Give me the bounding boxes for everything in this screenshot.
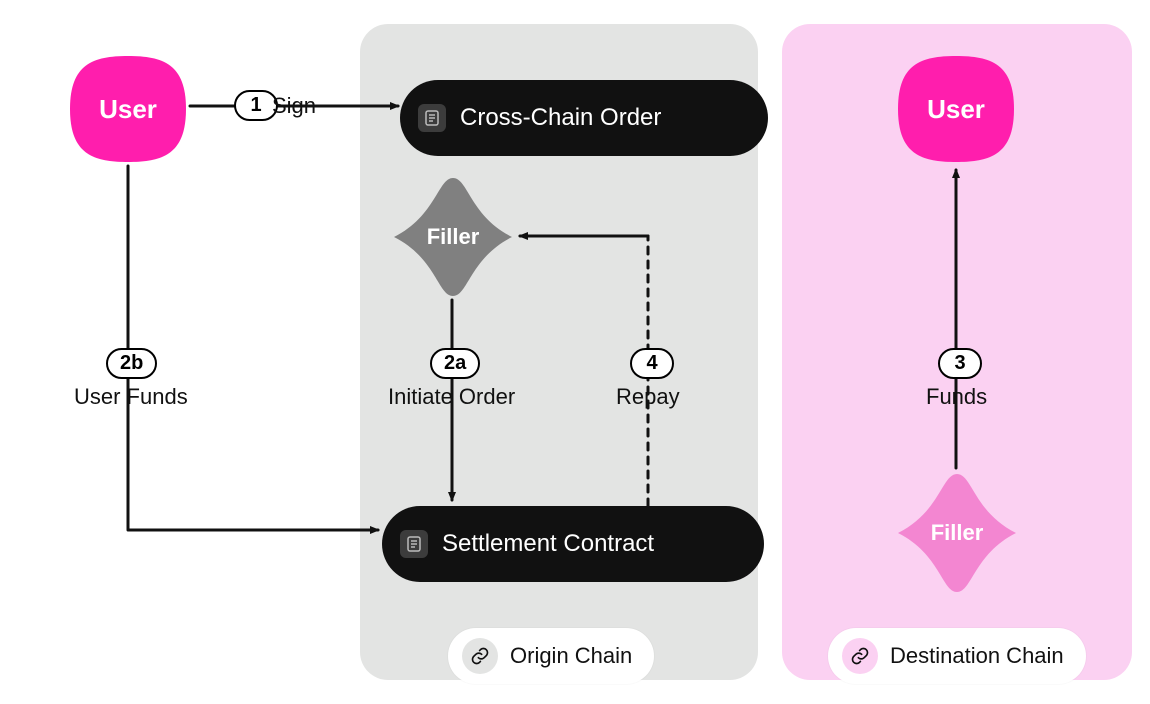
node-cross-chain-order-label: Cross-Chain Order	[460, 104, 661, 132]
chain-label-origin: Origin Chain	[448, 628, 654, 684]
step-label-funds: Funds	[926, 384, 987, 410]
step-label-sign: Sign	[272, 93, 316, 119]
node-filler-destination-label: Filler	[931, 520, 984, 546]
diagram-stage: User User Filler Filler Cross-Chain Orde…	[0, 0, 1150, 704]
document-icon	[418, 104, 446, 132]
step-badge-3: 3	[938, 348, 982, 379]
chain-label-origin-text: Origin Chain	[510, 643, 632, 669]
node-user-destination-label: User	[927, 94, 985, 125]
step-badge-2b: 2b	[106, 348, 157, 379]
chain-label-destination-text: Destination Chain	[890, 643, 1064, 669]
link-icon	[462, 638, 498, 674]
step-badge-4: 4	[630, 348, 674, 379]
step-label-repay: Repay	[616, 384, 680, 410]
link-icon	[842, 638, 878, 674]
node-filler-destination: Filler	[894, 470, 1020, 596]
node-cross-chain-order: Cross-Chain Order	[400, 80, 768, 156]
step-badge-2a: 2a	[430, 348, 480, 379]
node-user-destination: User	[896, 54, 1016, 164]
node-settlement-contract-label: Settlement Contract	[442, 530, 654, 558]
node-filler-origin: Filler	[390, 174, 516, 300]
node-user-origin-label: User	[99, 94, 157, 125]
step-label-initiate-order: Initiate Order	[388, 384, 515, 410]
node-filler-origin-label: Filler	[427, 224, 480, 250]
document-icon	[400, 530, 428, 558]
chain-label-destination: Destination Chain	[828, 628, 1086, 684]
node-user-origin: User	[68, 54, 188, 164]
node-settlement-contract: Settlement Contract	[382, 506, 764, 582]
step-label-user-funds: User Funds	[74, 384, 188, 410]
